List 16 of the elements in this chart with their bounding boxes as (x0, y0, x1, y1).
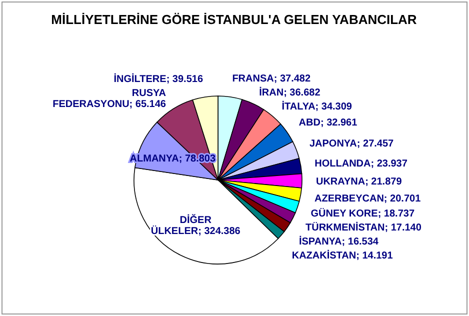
slice-label: ABD; 32.961 (298, 117, 358, 128)
slice-label: TÜRKMENİSTAN; 17.140 (305, 222, 422, 234)
slice-label: FRANSA; 37.482 (232, 74, 311, 85)
slice-label: GÜNEY KORE; 18.737 (310, 208, 415, 220)
slice-label: İNGİLTERE; 39.516 (114, 72, 204, 85)
slice-label: DİĞER ÜLKELER; 324.386 (150, 214, 241, 238)
slice-label: UKRAYNA; 21.879 (316, 176, 402, 188)
slice-label: KAZAKİSTAN; 14.191 (292, 250, 394, 262)
slice-label: İRAN; 36.682 (259, 86, 321, 99)
slice-label: İSPANYA; 16.534 (298, 236, 379, 248)
chart-title: MİLLİYETLERİNE GÖRE İSTANBUL'A GELEN YABANCILAR (51, 12, 418, 27)
slice-label: AZERBEYCAN; 20.701 (314, 193, 422, 204)
slice-label: İTALYA; 34.309 (282, 100, 352, 113)
slice-label: RUSYA FEDERASYONU; 65.146 (52, 88, 166, 110)
slice-label: HOLLANDA; 23.937 (314, 158, 408, 170)
slice-label: JAPONYA; 27.457 (309, 138, 394, 150)
